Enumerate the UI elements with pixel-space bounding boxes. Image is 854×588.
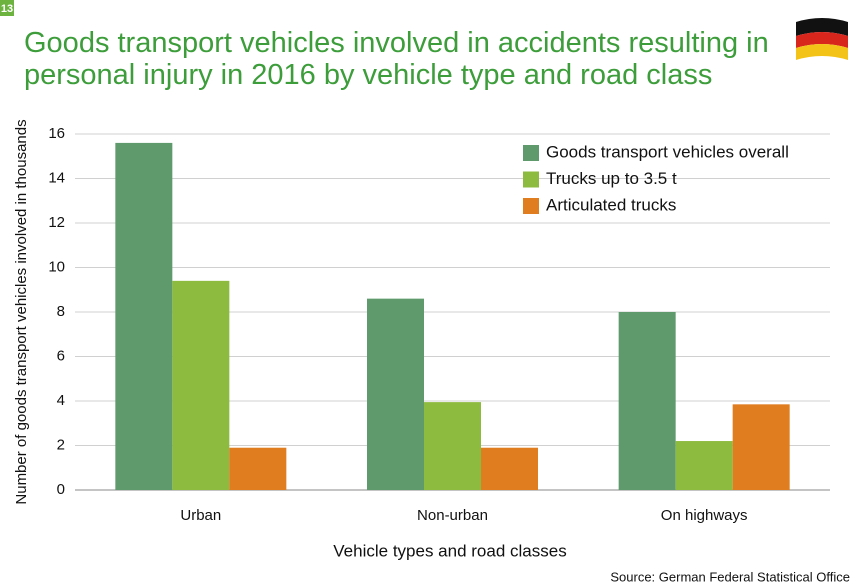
- x-tick-label: Non-urban: [417, 507, 488, 524]
- x-tick-label: On highways: [661, 507, 748, 524]
- bar: [481, 447, 538, 490]
- bar: [675, 441, 733, 490]
- bar: [229, 447, 287, 490]
- legend-swatch: [523, 145, 539, 161]
- y-tick-label: 0: [57, 481, 65, 498]
- x-tick-label: Urban: [180, 507, 221, 524]
- legend-label: Trucks up to 3.5 t: [546, 169, 677, 188]
- legend-swatch: [523, 198, 539, 214]
- y-tick-label: 16: [48, 125, 65, 142]
- figure-number: 13: [1, 3, 13, 15]
- legend-label: Articulated trucks: [546, 195, 676, 214]
- y-tick-label: 8: [57, 303, 65, 320]
- bar: [115, 142, 173, 490]
- source: Source: German Federal Statistical Offic…: [610, 569, 850, 584]
- y-tick-label: 12: [48, 214, 65, 231]
- legend-label: Goods transport vehicles overall: [546, 142, 789, 161]
- y-tick-label: 6: [57, 347, 65, 364]
- bar: [424, 402, 481, 490]
- y-tick-label: 14: [48, 169, 65, 186]
- bar: [618, 312, 676, 490]
- y-tick-label: 4: [57, 392, 65, 409]
- bar: [172, 280, 230, 490]
- flag: [796, 18, 848, 60]
- bar: [367, 298, 424, 490]
- figure-badge: [0, 0, 14, 16]
- y-axis-label: Number of goods transport vehicles invol…: [13, 119, 30, 504]
- y-tick-label: 2: [57, 436, 65, 453]
- chart-title: personal injury in 2016 by vehicle type …: [24, 59, 712, 91]
- bar: [732, 404, 790, 490]
- y-tick-label: 10: [48, 258, 65, 275]
- x-axis-label: Vehicle types and road classes: [333, 541, 566, 560]
- legend-swatch: [523, 171, 539, 188]
- chart-title: Goods transport vehicles involved in acc…: [24, 27, 769, 59]
